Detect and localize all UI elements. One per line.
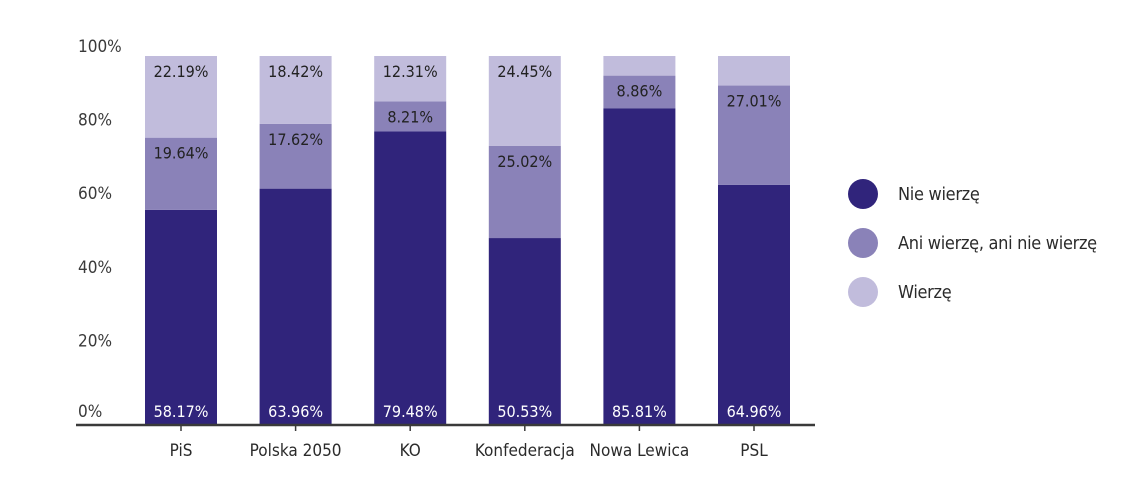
bar-segment	[374, 56, 447, 102]
y-tick-label: 80%	[78, 111, 112, 131]
y-axis: 0% 20% 40% 60% 80% 100%	[78, 37, 122, 422]
x-category-label: Polska 2050	[250, 441, 342, 461]
data-label: 18.42%	[268, 62, 323, 81]
bar-segment	[718, 56, 790, 86]
legend-swatch-wierze	[848, 277, 878, 307]
bar-segment	[603, 108, 676, 424]
x-category-label: Konfederacja	[475, 441, 575, 461]
bar-segment	[374, 101, 447, 132]
data-label: 8.21%	[387, 107, 433, 126]
legend-label-nie-wierze: Nie wierzę	[898, 183, 980, 205]
data-label: 27.01%	[727, 92, 782, 111]
data-label: 24.45%	[497, 62, 552, 81]
legend-item-ani-wierze: Ani wierzę, ani nie wierzę	[848, 227, 1097, 259]
legend-swatch-nie-wierze	[848, 179, 878, 209]
x-axis: PiS Polska 2050 KO Konfederacja Nowa Lewica P…	[76, 423, 815, 461]
x-category-label: KO	[400, 441, 421, 461]
data-label: 50.53%	[497, 402, 552, 421]
data-label: 8.86%	[617, 82, 663, 101]
data-label: 19.64%	[154, 144, 209, 163]
bar-segment	[488, 238, 561, 424]
x-category-label: PiS	[170, 441, 193, 461]
bar-segment	[718, 85, 790, 185]
legend-label-ani-wierze: Ani wierzę, ani nie wierzę	[898, 232, 1097, 254]
legend-swatch-ani-wierze	[848, 228, 878, 258]
x-category-label: PSL	[740, 441, 768, 461]
bar-segment	[259, 56, 332, 124]
legend-label-wierze: Wierzę	[898, 281, 952, 303]
bar-segment	[374, 131, 447, 424]
bars: 58.17% 19.64% 22.19% 63.96% 17.62% 18.42% 79.4…	[145, 56, 790, 424]
y-tick-label: 60%	[78, 184, 112, 204]
legend: Nie wierzę Ani wierzę, ani nie wierzę Wi…	[848, 178, 1097, 325]
data-label: 12.31%	[383, 62, 438, 81]
y-tick-label: 100%	[78, 37, 122, 57]
data-label: 25.02%	[497, 152, 552, 171]
data-label: 17.62%	[268, 130, 323, 149]
bar-segment	[145, 56, 217, 138]
bar-segment	[488, 56, 561, 146]
bar-segment	[488, 145, 561, 239]
data-label: 58.17%	[154, 402, 209, 421]
data-label: 64.96%	[727, 402, 782, 421]
data-label: 85.81%	[612, 402, 667, 421]
bar-segment	[603, 56, 676, 76]
bar-segment	[145, 209, 217, 424]
bar-segment	[259, 123, 332, 189]
bar-segment	[718, 184, 790, 424]
legend-item-nie-wierze: Nie wierzę	[848, 178, 1097, 210]
y-tick-label: 20%	[78, 331, 112, 351]
bar-segment	[259, 188, 332, 424]
data-label: 79.48%	[383, 402, 438, 421]
data-label: 22.19%	[154, 62, 209, 81]
legend-item-wierze: Wierzę	[848, 276, 1097, 308]
bar-segment	[603, 75, 676, 109]
bar-segment	[145, 137, 217, 210]
x-category-label: Nowa Lewica	[590, 441, 690, 461]
y-tick-label: 0%	[78, 402, 102, 422]
y-tick-label: 40%	[78, 258, 112, 278]
data-label: 63.96%	[268, 402, 323, 421]
